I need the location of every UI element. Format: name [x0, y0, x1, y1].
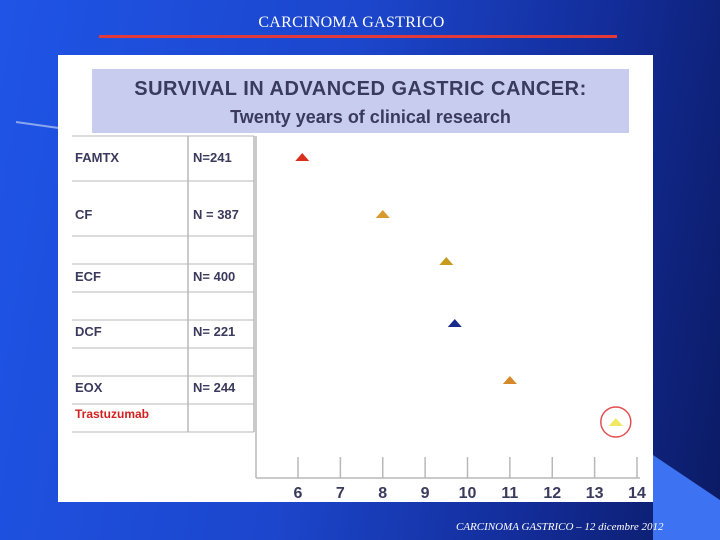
chart-title: SURVIVAL IN ADVANCED GASTRIC CANCER: [134, 78, 587, 100]
x-tick-label: 6 [294, 485, 303, 502]
row-label: FAMTX [75, 150, 119, 165]
x-tick-label: 11 [501, 485, 518, 502]
row-label: CF [75, 207, 92, 222]
row-label: DCF [75, 324, 102, 339]
data-point-triangle [295, 153, 310, 161]
row-n-value: N=241 [193, 150, 232, 165]
data-point-triangle [608, 418, 623, 426]
highlight-circle [600, 406, 632, 438]
row-n-value: N= 221 [193, 324, 235, 339]
row-label: Trastuzumab [75, 407, 149, 421]
row-n-value: N = 387 [193, 207, 239, 222]
x-tick-label: 9 [421, 485, 430, 502]
x-tick-label: 12 [543, 485, 561, 502]
data-point-triangle [439, 257, 454, 265]
slide-title: CARCINOMA GASTRICO [258, 14, 445, 31]
x-tick-label: 8 [378, 485, 387, 502]
data-point-triangle [375, 210, 390, 218]
row-n-value: N= 400 [193, 269, 235, 284]
row-label: EOX [75, 380, 103, 395]
x-tick-label: 13 [586, 485, 604, 502]
chart-header: SURVIVAL IN ADVANCED GASTRIC CANCER: Twe… [92, 69, 629, 133]
x-tick-label: 10 [459, 485, 477, 502]
x-tick-label: 7 [336, 485, 345, 502]
chart-subtitle: Twenty years of clinical research [230, 107, 511, 127]
data-point-triangle [447, 319, 462, 327]
row-n-value: N= 244 [193, 380, 236, 395]
title-underline [99, 35, 617, 38]
x-tick-label: 14 [628, 485, 646, 502]
row-label: ECF [75, 269, 101, 284]
data-point-triangle [502, 376, 517, 384]
slide-footer: CARCINOMA GASTRICO – 12 dicembre 2012 [456, 521, 664, 533]
